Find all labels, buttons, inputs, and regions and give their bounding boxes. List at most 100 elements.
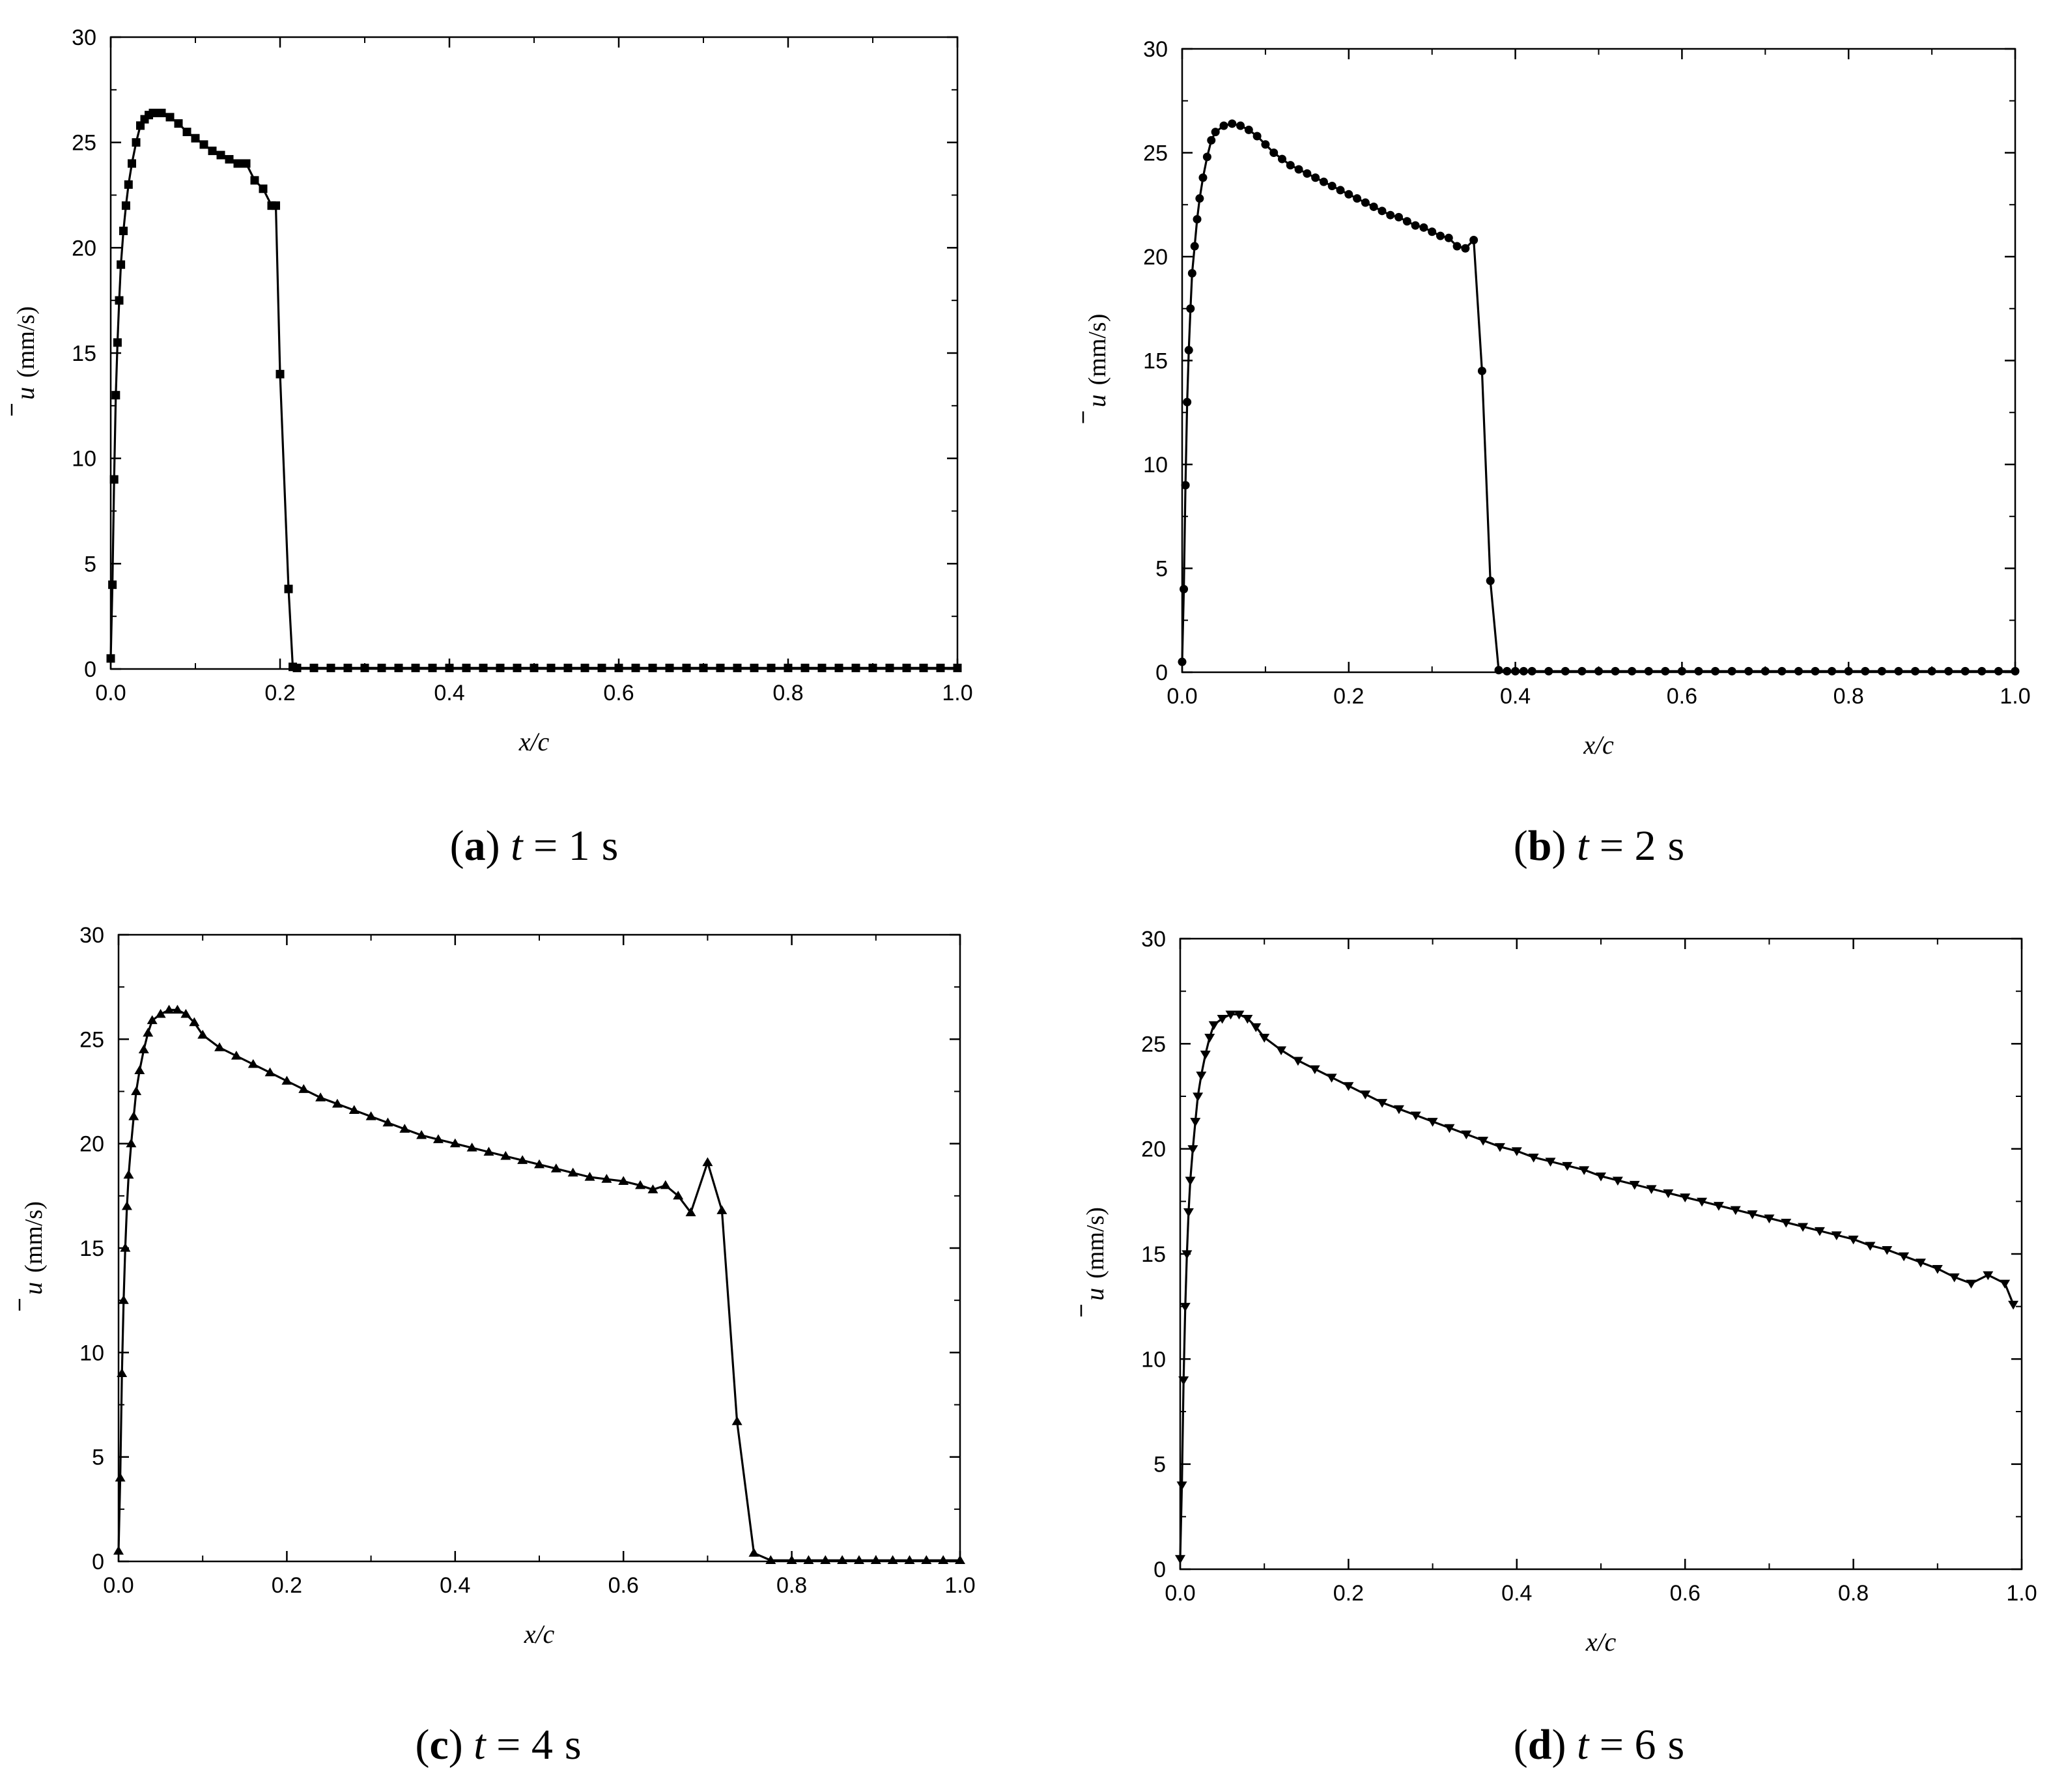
data-point bbox=[174, 119, 183, 128]
data-point bbox=[208, 147, 217, 156]
x-tick-label: 1.0 bbox=[944, 1573, 975, 1598]
data-point bbox=[377, 663, 386, 672]
y-axis-label: u (mm/s) bbox=[10, 306, 40, 416]
data-point bbox=[1844, 666, 1853, 676]
data-point bbox=[1178, 1376, 1189, 1386]
data-point bbox=[272, 201, 280, 210]
data-point bbox=[113, 338, 122, 347]
x-tick-label: 0.4 bbox=[440, 1573, 470, 1598]
data-point bbox=[1744, 666, 1753, 676]
data-point bbox=[1294, 165, 1303, 174]
data-point bbox=[800, 663, 810, 672]
data-point bbox=[1848, 1235, 1859, 1245]
data-point bbox=[1185, 1176, 1196, 1186]
data-point bbox=[1343, 1082, 1354, 1091]
data-point bbox=[1411, 221, 1420, 230]
y-axis-label: u (mm/s) bbox=[1080, 1207, 1109, 1316]
caption-variable: t bbox=[474, 1721, 487, 1769]
data-point bbox=[1781, 1219, 1792, 1228]
x-tick-label: 0.2 bbox=[1333, 1581, 1364, 1606]
data-point bbox=[1882, 1245, 1893, 1255]
data-point bbox=[1252, 132, 1262, 141]
x-tick-label: 0.4 bbox=[1501, 1581, 1532, 1606]
data-point bbox=[597, 663, 606, 672]
x-axis-label: x/c bbox=[1585, 1627, 1617, 1657]
data-point bbox=[1452, 242, 1462, 251]
data-point bbox=[214, 1042, 225, 1051]
data-point bbox=[1198, 173, 1208, 182]
data-point bbox=[242, 159, 251, 168]
y-tick-label: 0 bbox=[1153, 1557, 1166, 1582]
y-tick-label: 10 bbox=[72, 447, 96, 472]
y-axis-label: u (mm/s) bbox=[18, 1201, 48, 1311]
data-point bbox=[938, 1555, 949, 1564]
data-point bbox=[563, 663, 573, 672]
data-point bbox=[1596, 1173, 1606, 1182]
y-axis-label-text: u (mm/s) bbox=[1082, 314, 1111, 408]
data-point bbox=[716, 663, 725, 672]
data-point bbox=[281, 1075, 292, 1085]
data-point bbox=[1798, 1223, 1809, 1232]
caption-value: 1 bbox=[569, 822, 590, 870]
data-point bbox=[1228, 119, 1237, 128]
data-point bbox=[1369, 202, 1378, 211]
data-point bbox=[250, 176, 259, 185]
data-point bbox=[682, 663, 691, 672]
data-point bbox=[1761, 666, 1770, 676]
data-point bbox=[765, 1555, 776, 1564]
data-point bbox=[1202, 152, 1211, 162]
data-point bbox=[685, 1207, 696, 1217]
data-point bbox=[248, 1059, 259, 1068]
data-point bbox=[1175, 1555, 1185, 1564]
data-point bbox=[1494, 666, 1503, 675]
data-point bbox=[1204, 1034, 1215, 1043]
data-point bbox=[955, 1555, 965, 1564]
data-point bbox=[1927, 666, 1936, 676]
data-point bbox=[904, 1555, 915, 1564]
data-point bbox=[567, 1167, 578, 1177]
data-point bbox=[1259, 1034, 1270, 1043]
y-tick-label: 25 bbox=[1141, 1032, 1166, 1057]
caption-equals: = bbox=[486, 1721, 531, 1769]
data-point bbox=[1911, 666, 1920, 676]
data-point bbox=[665, 663, 674, 672]
y-tick-label: 15 bbox=[79, 1236, 104, 1261]
data-point bbox=[868, 663, 877, 672]
y-axis-label-text: u (mm/s) bbox=[18, 1201, 48, 1295]
data-point bbox=[1393, 1105, 1404, 1115]
data-point bbox=[584, 1171, 595, 1181]
y-tick-label: 25 bbox=[79, 1027, 104, 1052]
data-point bbox=[1242, 1015, 1253, 1024]
data-point bbox=[466, 1143, 477, 1152]
data-point bbox=[837, 1555, 848, 1564]
data-point bbox=[292, 663, 302, 672]
data-point bbox=[1178, 657, 1187, 666]
data-point bbox=[1469, 235, 1478, 244]
caption-letter: a bbox=[464, 822, 486, 870]
y-axis-symbol: u bbox=[1082, 394, 1111, 407]
data-point bbox=[124, 180, 133, 189]
data-point bbox=[1461, 1130, 1472, 1140]
y-tick-label: 20 bbox=[1141, 1137, 1166, 1162]
data-point bbox=[919, 663, 928, 672]
data-point bbox=[120, 1243, 131, 1252]
y-tick-label: 15 bbox=[72, 341, 96, 366]
caption-letter: d bbox=[1528, 1721, 1552, 1769]
data-point bbox=[348, 1105, 360, 1114]
data-point bbox=[132, 138, 141, 147]
data-point bbox=[2008, 1300, 2019, 1310]
caption-unit: s bbox=[1668, 822, 1685, 870]
y-tick-label: 0 bbox=[1155, 661, 1168, 685]
data-point bbox=[326, 663, 335, 672]
data-point bbox=[673, 1190, 684, 1200]
data-point bbox=[1727, 666, 1736, 676]
data-point bbox=[138, 1044, 149, 1053]
data-point bbox=[1494, 1143, 1505, 1152]
data-point bbox=[767, 663, 776, 672]
y-axis-label-text: u (mm/s) bbox=[1080, 1207, 1109, 1301]
data-point bbox=[1764, 1214, 1775, 1224]
